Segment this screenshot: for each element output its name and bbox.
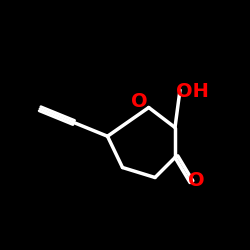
Text: OH: OH bbox=[176, 82, 208, 101]
Text: O: O bbox=[131, 92, 148, 111]
Text: O: O bbox=[188, 170, 204, 190]
